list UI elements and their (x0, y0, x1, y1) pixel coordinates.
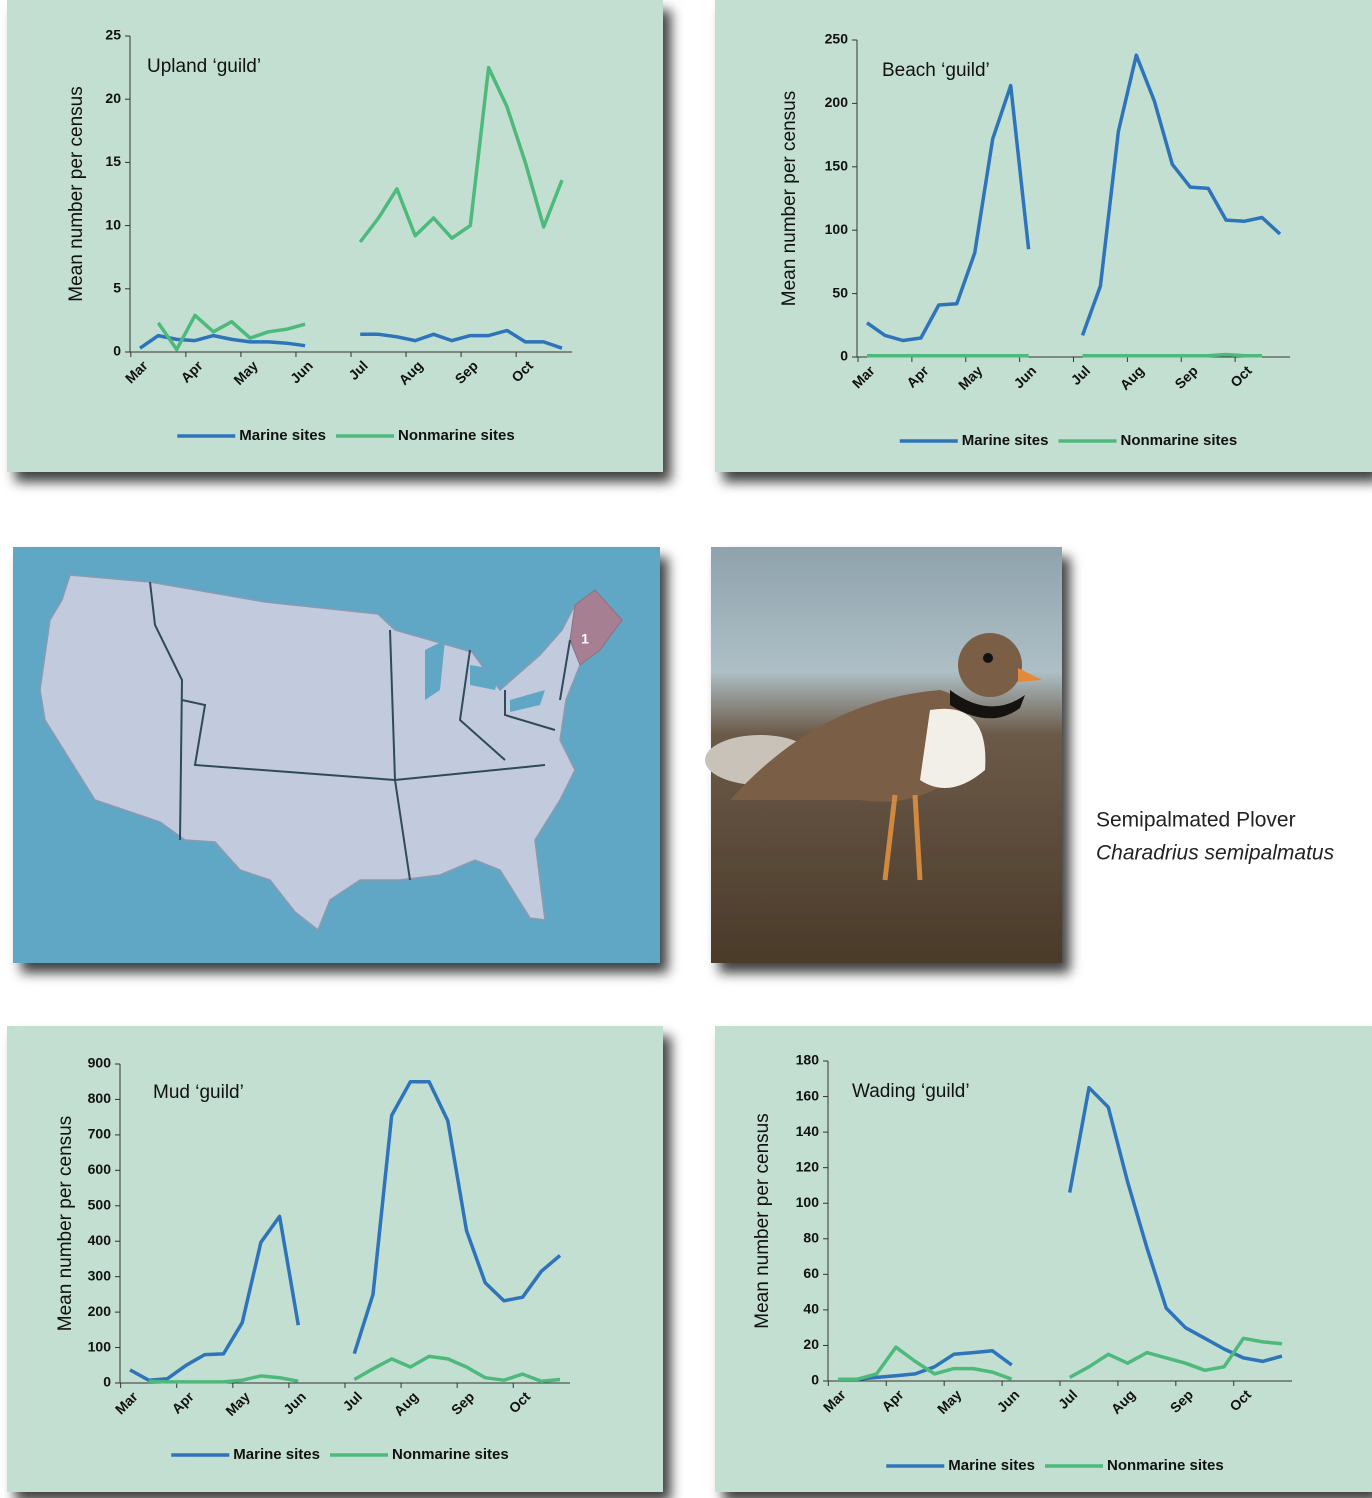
y-tick-label: 0 (103, 1374, 111, 1390)
y-tick-label: 10 (105, 216, 121, 232)
y-tick-label: 5 (113, 280, 121, 296)
region-borders (149, 581, 571, 881)
y-tick-label: 300 (88, 1267, 112, 1283)
y-tick-label: 700 (88, 1126, 112, 1142)
legend-label: Nonmarine sites (392, 1446, 509, 1463)
bird-belly (920, 708, 986, 788)
annotation: Beach ‘guild’ (882, 60, 990, 81)
bird-beak (1018, 668, 1042, 682)
data-line (865, 53, 1282, 343)
y-tick-label: 60 (803, 1265, 819, 1281)
y-tick-label: 140 (796, 1123, 820, 1139)
legend-label: Marine sites (239, 427, 326, 444)
data-line (148, 1354, 561, 1384)
y-tick-label: 400 (88, 1232, 112, 1248)
y-tick-label: 120 (796, 1158, 820, 1174)
bird-eye (983, 653, 993, 663)
common-name: Semipalmated Plover (1096, 809, 1296, 832)
y-tick-label: 900 (88, 1055, 112, 1071)
y-tick-label: 25 (105, 27, 121, 43)
bird-collar (950, 690, 1025, 719)
y-tick-label: 160 (796, 1087, 820, 1103)
y-tick-label: 0 (113, 343, 121, 359)
photo (705, 547, 1062, 963)
y-tick-label: 180 (796, 1052, 820, 1068)
y-axis-label: Mean number per census (55, 1116, 76, 1331)
y-axis-label: Mean number per census (752, 1113, 773, 1328)
y-tick-label: 100 (825, 221, 849, 237)
legend: Marine sites Nonmarine sites (886, 1457, 1224, 1474)
y-tick-label: 20 (803, 1336, 819, 1352)
lakes (425, 640, 545, 712)
scientific-name: Charadrius semipalmatus (1096, 842, 1335, 865)
y-tick-label: 80 (803, 1229, 819, 1245)
bird-legs (882, 794, 923, 881)
legend: Marine sites Nonmarine sites (177, 427, 515, 444)
y-tick-label: 100 (88, 1338, 112, 1354)
region-label: 1 (581, 631, 589, 647)
legend-label: Marine sites (962, 432, 1049, 449)
y-tick-label: 200 (825, 94, 849, 110)
y-tick-label: 0 (840, 348, 848, 364)
legend: Marine sites Nonmarine sites (899, 432, 1238, 449)
y-tick-label: 50 (832, 284, 848, 300)
y-tick-label: 250 (825, 31, 849, 47)
chart-panel (7, 0, 663, 472)
legend-label: Marine sites (948, 1457, 1035, 1474)
y-tick-label: 0 (811, 1372, 819, 1388)
y-tick-label: 15 (105, 153, 121, 169)
legend-label: Nonmarine sites (398, 427, 515, 444)
chart-panel (715, 1026, 1372, 1492)
legend-label: Nonmarine sites (1107, 1457, 1224, 1474)
y-axis-label: Mean number per census (779, 91, 800, 306)
legend: Marine sites Nonmarine sites (171, 1446, 509, 1463)
annotation: Wading ‘guild’ (852, 1081, 970, 1102)
data-line (867, 352, 1262, 358)
y-tick-label: 150 (825, 158, 849, 174)
y-tick-label: 20 (105, 90, 121, 106)
y-tick-label: 800 (88, 1090, 112, 1106)
bird-head (958, 633, 1022, 697)
y-axis-label: Mean number per census (66, 86, 87, 301)
data-line (129, 1079, 562, 1382)
annotation: Mud ‘guild’ (153, 1082, 244, 1103)
legend-label: Nonmarine sites (1121, 432, 1238, 449)
y-tick-label: 40 (803, 1301, 819, 1317)
annotation: Upland ‘guild’ (147, 56, 261, 77)
y-tick-label: 200 (88, 1303, 112, 1319)
y-tick-label: 100 (796, 1194, 820, 1210)
bird-body (730, 690, 972, 802)
map: 1 (13, 547, 660, 963)
legend-label: Marine sites (233, 1446, 320, 1463)
y-tick-label: 500 (88, 1196, 112, 1212)
y-tick-label: 600 (88, 1161, 112, 1177)
data-line (156, 65, 564, 352)
chart-panel (715, 0, 1372, 472)
data-line (838, 1336, 1283, 1381)
